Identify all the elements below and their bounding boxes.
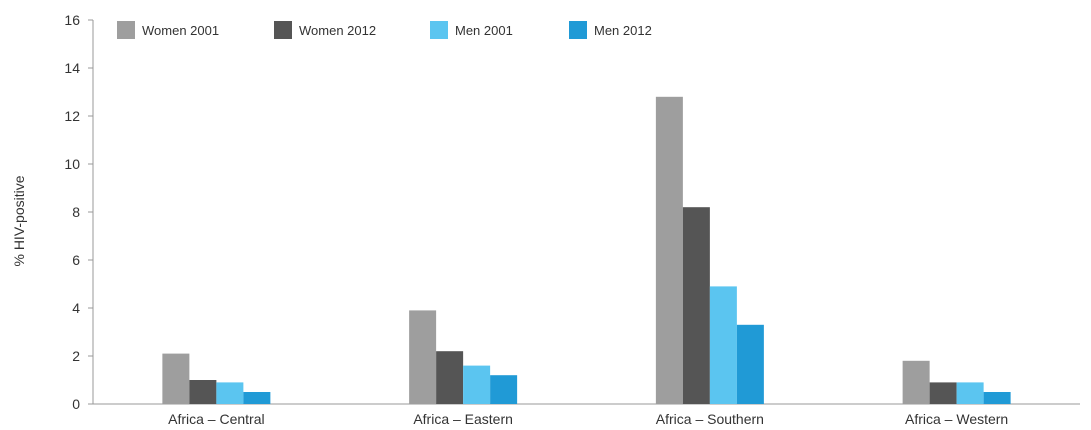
bar-women-2012-2	[682, 207, 710, 404]
x-category-label: Africa – Central	[168, 411, 264, 427]
bar-men-2001-2	[709, 286, 737, 404]
y-tick-label: 8	[72, 204, 80, 220]
bar-women-2001-3	[902, 360, 930, 404]
legend-label: Women 2012	[299, 23, 376, 38]
y-tick-label: 12	[64, 108, 80, 124]
y-tick-label: 0	[72, 396, 80, 412]
bar-men-2001-3	[956, 382, 984, 404]
bar-women-2001-2	[655, 96, 683, 405]
bar-men-2012-1	[490, 375, 518, 404]
y-tick-label: 10	[64, 156, 80, 172]
legend-swatch	[274, 21, 292, 39]
x-category-label: Africa – Eastern	[413, 411, 513, 427]
y-tick-label: 6	[72, 252, 80, 268]
x-category-label: Africa – Southern	[656, 411, 764, 427]
legend-swatch	[117, 21, 135, 39]
y-tick-label: 4	[72, 300, 80, 316]
legend-label: Women 2001	[142, 23, 219, 38]
legend-swatch	[569, 21, 587, 39]
legend-swatch	[430, 21, 448, 39]
bar-women-2012-1	[436, 351, 464, 404]
y-axis: 0 2 4 6 8 10 12 14 16	[64, 12, 94, 412]
bar-women-2001-0	[162, 353, 190, 404]
bar-men-2012-2	[736, 324, 764, 404]
y-tick-label: 2	[72, 348, 80, 364]
bar-men-2001-1	[463, 365, 491, 404]
legend: Women 2001 Women 2012 Men 2001 Men 2012	[117, 21, 652, 39]
bar-women-2001-1	[409, 310, 437, 404]
y-tick-label: 14	[64, 60, 80, 76]
legend-label: Men 2012	[594, 23, 652, 38]
legend-label: Men 2001	[455, 23, 513, 38]
x-axis: Africa – Central Africa – Eastern Africa –…	[93, 403, 1080, 427]
bar-men-2012-0	[243, 392, 271, 404]
x-category-label: Africa – Western	[905, 411, 1008, 427]
bar-men-2012-3	[983, 392, 1011, 404]
bar-women-2012-3	[929, 382, 957, 404]
bar-women-2012-0	[189, 380, 217, 404]
bar-men-2001-0	[216, 382, 244, 404]
bars	[162, 96, 1011, 405]
y-axis-label: % HIV-positive	[11, 175, 27, 266]
y-tick-label: 16	[64, 12, 80, 28]
